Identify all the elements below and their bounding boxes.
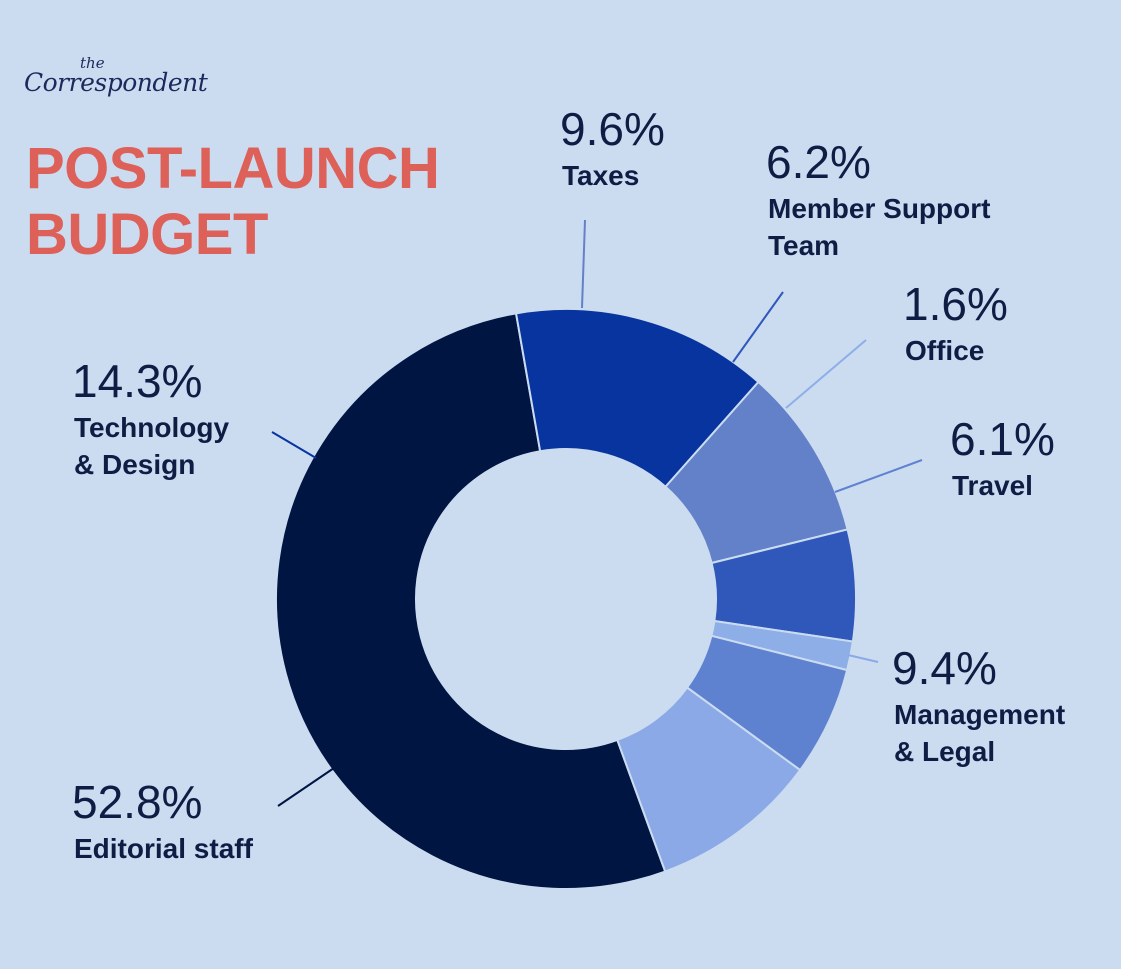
slice-percent-taxes: 9.6% bbox=[560, 103, 665, 155]
chart-title-line-2: BUDGET bbox=[26, 202, 268, 267]
leader-line-member-support-team bbox=[732, 291, 784, 363]
correspondent-logo: the Correspondent bbox=[24, 54, 208, 97]
leader-line-office bbox=[785, 339, 867, 409]
slice-label-technology-and-design: Technology & Design bbox=[74, 412, 229, 480]
slice-label-travel: Travel bbox=[952, 470, 1033, 501]
donut-slices bbox=[275, 308, 857, 890]
slice-technology-and-design bbox=[514, 308, 760, 489]
slice-label-taxes: Taxes bbox=[562, 160, 639, 191]
slice-management-and-legal bbox=[616, 686, 802, 873]
slice-label-editorial-staff: Editorial staff bbox=[74, 833, 254, 864]
leader-line-technology-and-design bbox=[271, 431, 317, 459]
logo-name-text: Correspondent bbox=[24, 68, 208, 97]
slice-percent-member-support-team: 6.2% bbox=[766, 136, 871, 188]
slice-labels: 52.8% Editorial staff 14.3%Technology & Des… bbox=[72, 103, 1065, 864]
slice-percent-editorial-staff: 52.8% bbox=[72, 776, 202, 828]
slice-label-office: Office bbox=[905, 335, 984, 366]
slice-label-management-and-legal: Management & Legal bbox=[894, 699, 1065, 767]
slice-label-member-support-team: Member Support Team bbox=[768, 193, 990, 261]
leader-line-taxes bbox=[581, 219, 586, 309]
leader-line-travel bbox=[834, 459, 923, 493]
leader-lines bbox=[271, 219, 923, 807]
leader-line-management-and-legal bbox=[847, 654, 879, 663]
slice-percent-office: 1.6% bbox=[903, 278, 1008, 330]
slice-percent-technology-and-design: 14.3% bbox=[72, 355, 202, 407]
logo-the-text: the bbox=[80, 54, 105, 72]
slice-percent-management-and-legal: 9.4% bbox=[892, 642, 997, 694]
slice-editorial-staff bbox=[275, 312, 667, 890]
chart-title-line-1: POST-LAUNCH bbox=[26, 136, 440, 201]
leader-line-editorial-staff bbox=[277, 767, 335, 807]
chart-title: POST-LAUNCH BUDGET bbox=[26, 136, 440, 268]
slice-percent-travel: 6.1% bbox=[950, 413, 1055, 465]
